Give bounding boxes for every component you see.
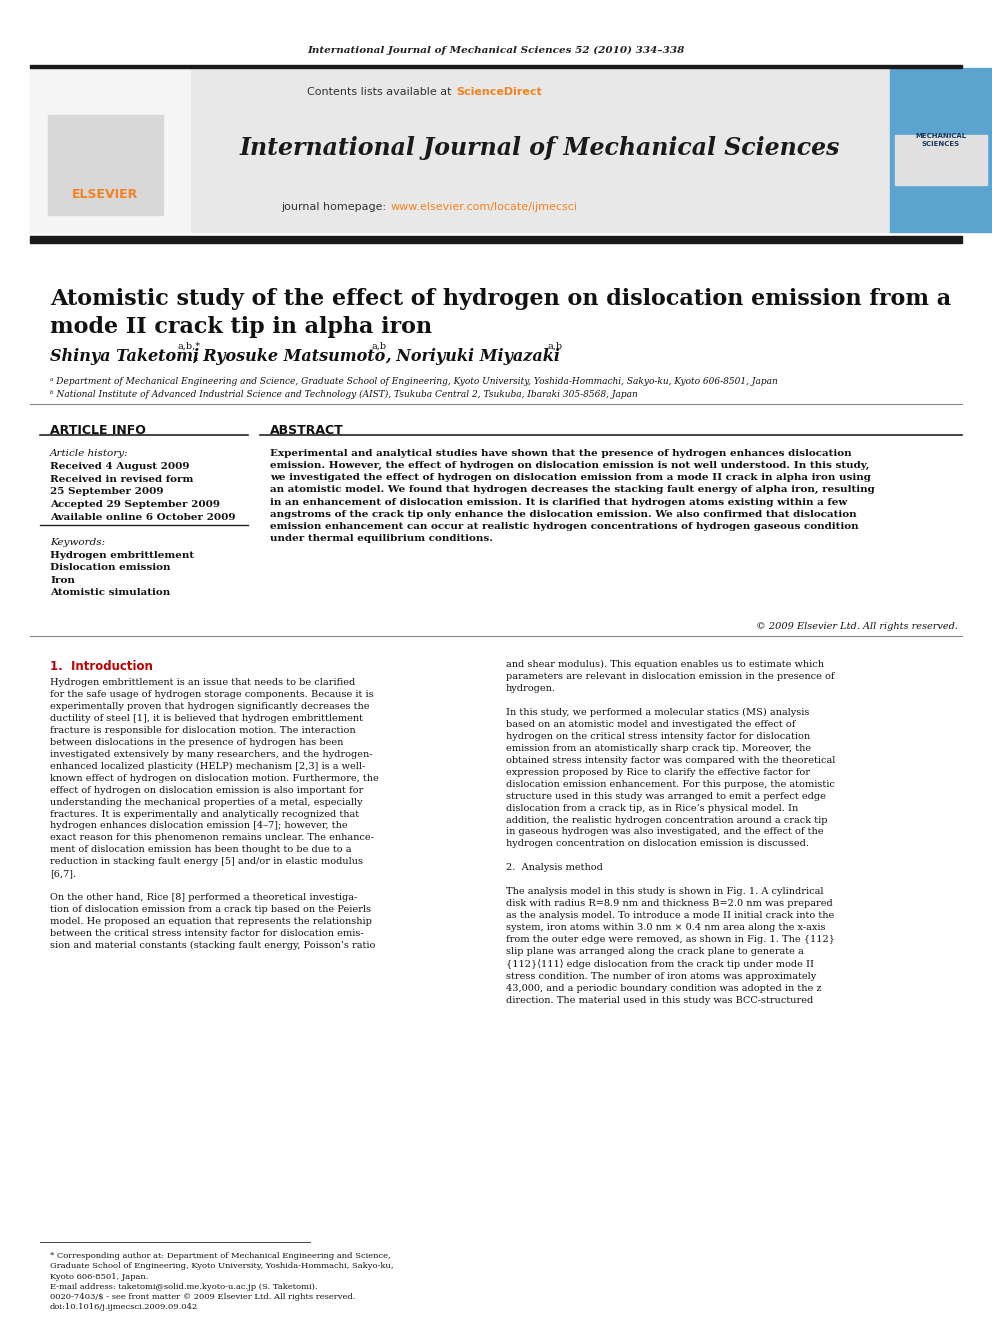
Text: ELSEVIER: ELSEVIER <box>71 188 138 201</box>
Text: International Journal of Mechanical Sciences: International Journal of Mechanical Scie… <box>240 136 840 160</box>
Text: and shear modulus). This equation enables us to estimate which
parameters are re: and shear modulus). This equation enable… <box>506 660 835 1005</box>
Text: ᵃ Department of Mechanical Engineering and Science, Graduate School of Engineeri: ᵃ Department of Mechanical Engineering a… <box>50 377 778 386</box>
Text: a,b: a,b <box>372 343 387 351</box>
Text: ARTICLE INFO: ARTICLE INFO <box>50 423 146 437</box>
Text: 1.  Introduction: 1. Introduction <box>50 660 153 673</box>
Text: Received 4 August 2009: Received 4 August 2009 <box>50 462 189 471</box>
Text: MECHANICAL
SCIENCES: MECHANICAL SCIENCES <box>916 134 966 147</box>
Text: Article history:: Article history: <box>50 448 129 458</box>
Text: , Noriyuki Miyazaki: , Noriyuki Miyazaki <box>385 348 560 365</box>
Text: , Ryosuke Matsumoto: , Ryosuke Matsumoto <box>192 348 385 365</box>
Text: Available online 6 October 2009: Available online 6 October 2009 <box>50 513 235 523</box>
Bar <box>890 67 992 232</box>
Bar <box>895 135 987 185</box>
Bar <box>190 67 890 232</box>
Text: Atomistic simulation: Atomistic simulation <box>50 587 171 597</box>
Text: a,b: a,b <box>548 343 563 351</box>
Text: Dislocation emission: Dislocation emission <box>50 564 171 572</box>
Text: Atomistic study of the effect of hydrogen on dislocation emission from a
mode II: Atomistic study of the effect of hydroge… <box>50 288 951 337</box>
Text: International Journal of Mechanical Sciences 52 (2010) 334–338: International Journal of Mechanical Scie… <box>308 45 684 54</box>
Bar <box>30 235 962 243</box>
Text: Received in revised form: Received in revised form <box>50 475 193 484</box>
Text: ScienceDirect: ScienceDirect <box>456 87 542 97</box>
Bar <box>30 65 962 67</box>
Text: Experimental and analytical studies have shown that the presence of hydrogen enh: Experimental and analytical studies have… <box>270 448 875 542</box>
Text: Keywords:: Keywords: <box>50 538 105 546</box>
Text: © 2009 Elsevier Ltd. All rights reserved.: © 2009 Elsevier Ltd. All rights reserved… <box>756 622 958 631</box>
Text: * Corresponding author at: Department of Mechanical Engineering and Science,
Gra: * Corresponding author at: Department of… <box>50 1252 394 1291</box>
Text: 0020-7403/$ - see front matter © 2009 Elsevier Ltd. All rights reserved.
doi:10.: 0020-7403/$ - see front matter © 2009 El… <box>50 1293 355 1311</box>
Text: Hydrogen embrittlement: Hydrogen embrittlement <box>50 550 194 560</box>
Text: Shinya Taketomi: Shinya Taketomi <box>50 348 199 365</box>
Text: Hydrogen embrittlement is an issue that needs to be clarified
for the safe usage: Hydrogen embrittlement is an issue that … <box>50 677 379 950</box>
Text: a,b,*: a,b,* <box>177 343 200 351</box>
Text: ᵇ National Institute of Advanced Industrial Science and Technology (AIST), Tsuku: ᵇ National Institute of Advanced Industr… <box>50 390 638 400</box>
Text: Accepted 29 September 2009: Accepted 29 September 2009 <box>50 500 220 509</box>
Text: 25 September 2009: 25 September 2009 <box>50 487 164 496</box>
Text: www.elsevier.com/locate/ijmecsci: www.elsevier.com/locate/ijmecsci <box>391 202 578 212</box>
Bar <box>48 115 163 216</box>
Text: Iron: Iron <box>50 576 74 585</box>
Bar <box>30 67 190 232</box>
Text: ABSTRACT: ABSTRACT <box>270 423 344 437</box>
Text: Contents lists available at: Contents lists available at <box>307 87 455 97</box>
Text: journal homepage:: journal homepage: <box>282 202 390 212</box>
